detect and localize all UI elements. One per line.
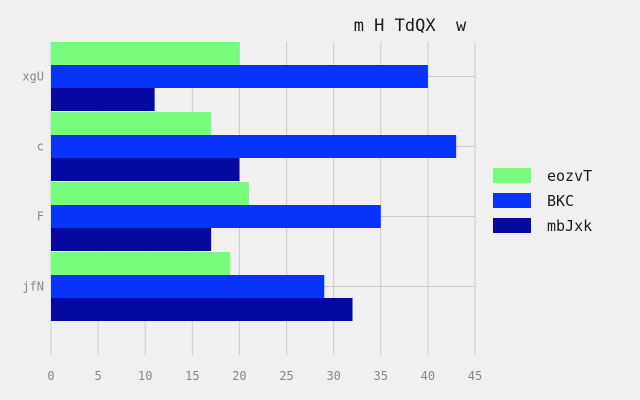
bars	[51, 42, 457, 321]
y-tick-label: xgU	[22, 70, 44, 84]
legend-label: mbJxk	[547, 217, 592, 235]
legend-swatch	[493, 218, 531, 233]
x-tick-label: 30	[326, 369, 340, 383]
x-tick-label: 35	[374, 369, 388, 383]
bar-BKC-xgU	[51, 65, 428, 88]
chart-title: m H TdQX w	[354, 16, 467, 36]
bar-BKC-jfN	[51, 275, 325, 298]
bar-eozvT-jfN	[51, 252, 231, 275]
x-tick-label: 45	[468, 369, 482, 383]
bar-mbJxk-xgU	[51, 88, 155, 111]
legend-swatch	[493, 168, 531, 183]
x-tick-label: 0	[47, 369, 54, 383]
legend-swatch	[493, 193, 531, 208]
bar-eozvT-F	[51, 182, 249, 205]
legend-label: eozvT	[547, 167, 592, 185]
x-tick-label: 15	[185, 369, 199, 383]
x-tick-label: 10	[138, 369, 152, 383]
y-tick-label: c	[37, 140, 44, 154]
bar-mbJxk-F	[51, 228, 212, 251]
bar-BKC-F	[51, 205, 381, 228]
x-tick-label: 5	[94, 369, 101, 383]
bar-mbJxk-c	[51, 158, 240, 181]
legend: eozvT BKC mbJxk	[493, 167, 592, 235]
y-tick-label: jfN	[22, 280, 44, 294]
x-axis-ticks: 0 5 10 15 20 25 30 35 40 45	[47, 369, 482, 383]
x-tick-label: 40	[421, 369, 435, 383]
legend-label: BKC	[547, 192, 574, 210]
bar-BKC-c	[51, 135, 457, 158]
x-tick-label: 20	[232, 369, 246, 383]
bar-eozvT-c	[51, 112, 212, 135]
bar-eozvT-xgU	[51, 42, 240, 65]
x-tick-label: 25	[279, 369, 293, 383]
y-tick-label: F	[37, 210, 44, 224]
bar-mbJxk-jfN	[51, 298, 353, 321]
